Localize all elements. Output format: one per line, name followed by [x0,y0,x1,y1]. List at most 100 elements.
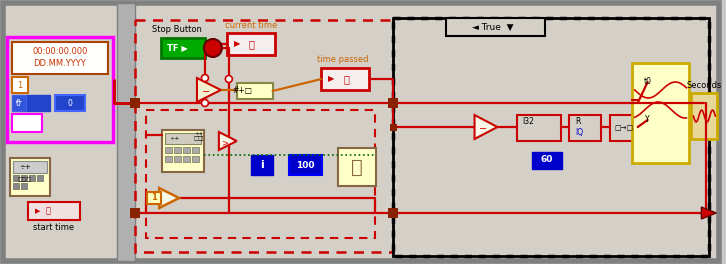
Bar [183,156,190,162]
Polygon shape [197,78,221,102]
Bar [12,95,50,111]
Text: i: i [260,160,264,170]
Text: ▶: ▶ [35,208,41,214]
Text: 1: 1 [151,194,157,202]
Bar [12,95,26,111]
Bar [192,147,199,153]
Polygon shape [159,188,179,208]
Text: I32: I32 [522,116,534,125]
Text: t0: t0 [644,78,652,87]
Circle shape [225,76,232,82]
Text: TF ▶: TF ▶ [167,44,187,53]
Text: Stop Button: Stop Button [152,26,202,35]
Bar [165,147,172,153]
Text: R: R [575,117,580,126]
Bar [12,114,42,132]
Bar [13,161,46,173]
Bar [162,130,204,172]
Text: ▶: ▶ [234,40,240,49]
Bar [288,155,322,175]
Text: time passed: time passed [317,55,369,64]
Bar [610,115,637,141]
Text: >: > [221,139,229,148]
Text: □□□: □□□ [18,177,32,182]
Bar [161,38,205,58]
Bar [338,148,376,186]
Circle shape [201,100,208,106]
Text: Seconds: Seconds [687,81,722,89]
Bar [118,3,135,261]
Bar [131,98,140,108]
Bar [192,156,199,162]
Circle shape [201,74,208,82]
Bar [390,210,397,217]
Text: ⌛: ⌛ [343,74,349,84]
Text: 100: 100 [296,161,314,169]
Bar [147,192,161,204]
Bar [174,156,181,162]
Text: ÷+: ÷+ [19,164,30,170]
Bar [21,175,27,181]
Text: DD.MM.YYYY: DD.MM.YYYY [33,59,86,68]
Bar [21,183,27,189]
Bar [691,93,717,139]
Bar [13,183,19,189]
Bar [183,147,190,153]
Bar [569,115,601,141]
Text: ←: ← [16,100,22,106]
Text: start time: start time [33,224,74,233]
Text: 60: 60 [541,155,553,164]
Bar [174,147,181,153]
Bar [146,110,375,238]
Bar [237,83,272,99]
Text: ▶: ▶ [328,74,335,83]
Text: ÷+
□□: ÷+ □□ [194,131,204,142]
Text: −: − [202,87,210,97]
Text: ÷+: ÷+ [169,135,179,140]
Text: 00:00:00.000: 00:00:00.000 [32,48,87,56]
Polygon shape [475,115,497,139]
Bar [388,98,398,108]
Text: #+□: #+□ [233,87,253,96]
Bar [446,18,545,36]
Bar [393,18,709,256]
Bar [28,202,80,220]
Bar [132,100,139,107]
Text: 0: 0 [15,98,20,107]
Bar [322,68,369,90]
Text: ⌛: ⌛ [45,206,50,215]
Bar [12,42,108,74]
Bar [532,152,562,169]
Bar [13,175,19,181]
Bar [54,95,84,111]
Polygon shape [219,132,237,150]
Bar [390,100,397,107]
Text: current time: current time [224,21,277,30]
Bar [165,133,201,144]
Text: IQ: IQ [575,129,583,138]
Text: 1: 1 [17,81,23,89]
Bar [131,208,140,218]
Bar [37,175,43,181]
Bar [250,155,272,175]
Text: ⌛: ⌛ [351,158,363,177]
Polygon shape [701,207,717,219]
Bar [12,77,28,93]
Text: □→□: □→□ [614,125,633,131]
Bar [10,158,50,196]
Circle shape [204,39,222,57]
Bar [388,208,398,218]
Bar [135,20,702,252]
Bar [632,63,690,163]
Bar [393,18,709,256]
Bar [165,156,172,162]
Bar [29,175,35,181]
Text: ◄ True  ▼: ◄ True ▼ [472,22,513,31]
Text: ⌛: ⌛ [249,39,255,49]
Text: −: − [479,124,488,134]
Text: 0: 0 [68,98,72,107]
Bar [227,33,274,55]
Bar [7,37,113,142]
Text: Y: Y [645,116,650,125]
Bar [518,115,561,141]
